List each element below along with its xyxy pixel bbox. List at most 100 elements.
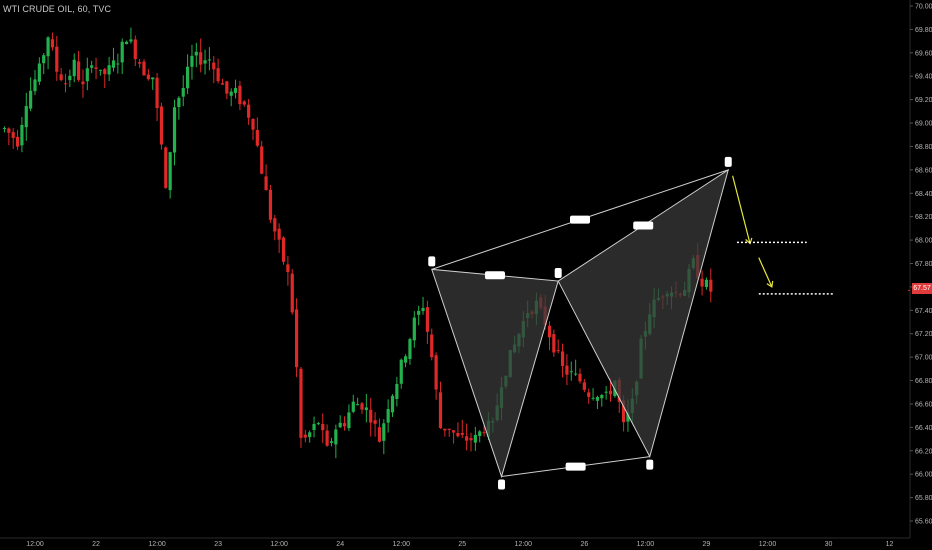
- candle: [142, 59, 146, 76]
- candle-body: [434, 355, 438, 390]
- candle: [216, 58, 220, 84]
- candle: [321, 413, 325, 444]
- x-tick-label: 12:00: [392, 541, 410, 548]
- y-tick-label: 66.00: [915, 472, 932, 479]
- candle: [42, 53, 46, 75]
- candle: [146, 68, 150, 81]
- candle: [59, 67, 63, 82]
- candle-body: [473, 434, 477, 443]
- candle: [299, 366, 303, 448]
- candle-body: [94, 67, 98, 69]
- candle: [186, 54, 190, 95]
- candle-body: [124, 41, 129, 45]
- y-tick-label: 66.60: [915, 401, 932, 408]
- candle-body: [438, 392, 443, 429]
- candle: [582, 378, 586, 393]
- candle-body: [72, 59, 76, 77]
- candle-body: [404, 356, 408, 363]
- candle: [395, 376, 399, 407]
- candle-body: [199, 52, 203, 65]
- candle: [334, 424, 338, 459]
- candle: [98, 69, 102, 76]
- candle-body: [203, 60, 207, 64]
- candle: [369, 397, 373, 437]
- x-tick-label: 24: [336, 541, 344, 548]
- candle: [72, 53, 76, 83]
- candle-body: [59, 74, 63, 81]
- y-tick-label: 67.00: [915, 355, 932, 362]
- candle: [238, 80, 242, 111]
- candle-body: [33, 79, 37, 92]
- candle-body: [98, 69, 102, 71]
- candle: [412, 311, 416, 348]
- candle: [578, 368, 582, 384]
- candle-body: [277, 228, 281, 240]
- target-arrow-1: [732, 175, 751, 244]
- candle-body: [212, 62, 216, 70]
- x-tick-label: 26: [580, 541, 588, 548]
- candle: [286, 256, 290, 286]
- candle-body: [251, 118, 255, 130]
- candle: [85, 57, 89, 91]
- candle-body: [290, 273, 294, 313]
- candle-body: [704, 279, 709, 287]
- x-tick-label: 22: [92, 541, 100, 548]
- candle-body: [421, 307, 425, 312]
- candle-body: [390, 395, 395, 413]
- candle-body: [229, 91, 233, 96]
- candle-body: [342, 423, 347, 427]
- candle-body: [120, 41, 124, 63]
- candle: [700, 270, 704, 296]
- candle-body: [626, 412, 630, 422]
- candle-body: [15, 136, 20, 147]
- candle-body: [247, 104, 251, 118]
- candle: [151, 77, 155, 90]
- candle: [438, 381, 443, 429]
- y-tick-label: 67.80: [915, 261, 932, 268]
- candle: [194, 42, 198, 68]
- candle-body: [85, 68, 89, 82]
- candle: [268, 184, 273, 224]
- candle-body: [451, 430, 456, 433]
- candle: [124, 40, 129, 45]
- candle-body: [608, 390, 613, 395]
- pattern-point-c: [646, 459, 654, 470]
- y-tick-label: 67.20: [915, 331, 932, 338]
- candle-body: [312, 423, 316, 430]
- candle: [356, 397, 360, 406]
- candle-body: [425, 307, 429, 332]
- candle-body: [447, 428, 451, 430]
- candle-body: [356, 404, 360, 406]
- candle-body: [50, 39, 55, 48]
- candle: [408, 337, 412, 365]
- candle-body: [295, 309, 299, 368]
- candle-body: [591, 397, 595, 399]
- candle: [587, 388, 591, 404]
- candle: [90, 60, 94, 73]
- candle: [552, 329, 556, 357]
- candle-body: [24, 105, 28, 128]
- candle: [190, 44, 194, 80]
- candle: [478, 430, 482, 443]
- candle-body: [55, 46, 59, 72]
- candle: [430, 328, 434, 361]
- candle-body: [299, 368, 303, 438]
- candle-body: [281, 237, 286, 262]
- candle-body: [63, 83, 68, 85]
- candle: [560, 343, 565, 378]
- target-arrow-2: [758, 257, 773, 288]
- candle: [373, 412, 377, 437]
- candle-body: [412, 317, 416, 341]
- candle: [360, 402, 364, 414]
- candle: [600, 393, 604, 407]
- candle: [290, 269, 294, 315]
- candle-body: [622, 400, 626, 423]
- x-tick-label: 29: [703, 541, 711, 548]
- candle-body: [386, 408, 390, 423]
- y-tick-label: 69.60: [915, 50, 932, 57]
- x-tick-label: 12:00: [148, 541, 166, 548]
- candle-body: [103, 69, 107, 75]
- candle: [390, 394, 395, 417]
- candle: [15, 129, 20, 150]
